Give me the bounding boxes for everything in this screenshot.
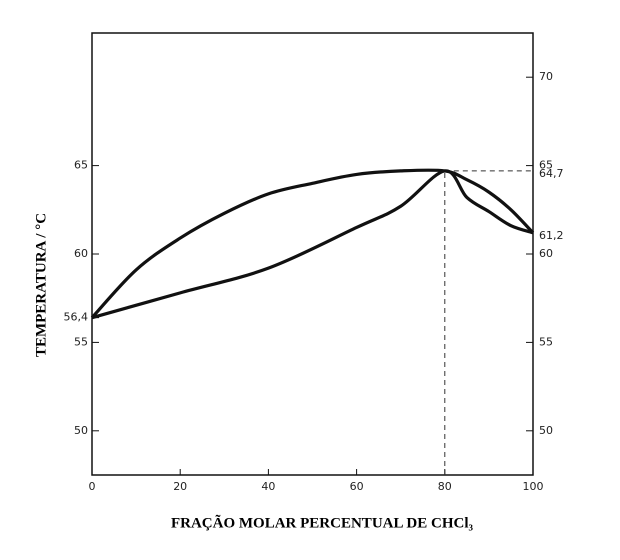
x-tick-label: 60 (350, 480, 364, 493)
curve (91, 169, 534, 320)
y2-tick-label: 60 (539, 247, 553, 260)
y2-tick-label: 61,2 (539, 229, 564, 242)
y2-tick-label: 64,7 (539, 167, 564, 180)
y-tick-label: 60 (74, 247, 88, 260)
x-tick-label: 20 (173, 480, 187, 493)
y-tick-label: 55 (74, 335, 88, 348)
y2-tick-label: 65 (539, 159, 553, 172)
x-tick-label: 40 (261, 480, 275, 493)
x-tick-label: 80 (438, 480, 452, 493)
x-axis-label: FRAÇÃO MOLAR PERCENTUAL DE CHCl₃ (171, 513, 474, 531)
x-tick-label: 0 (89, 480, 96, 493)
x-tick-label: 100 (523, 480, 544, 493)
y2-tick-label: 50 (539, 424, 553, 437)
y-tick-label: 50 (74, 424, 88, 437)
curve (90, 168, 535, 319)
y2-tick-label: 55 (539, 335, 553, 348)
y-tick-label: 65 (74, 159, 88, 172)
y-tick-label: 56,4 (64, 311, 89, 324)
y2-tick-label: 70 (539, 70, 553, 83)
y-axis-label: TEMPERATURA / °C (33, 213, 49, 357)
